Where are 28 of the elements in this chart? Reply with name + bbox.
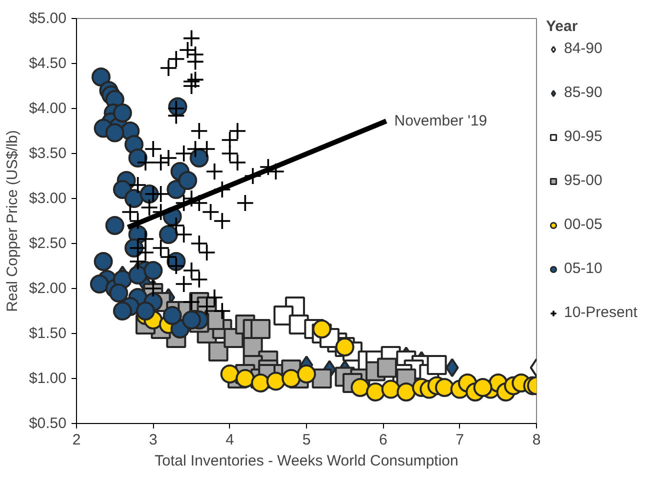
x-tick-label: 5 (302, 432, 311, 448)
y-tick-label: $2.50 (28, 235, 67, 252)
legend-label: 95-00 (564, 172, 604, 189)
y-tick-label: $0.50 (28, 415, 67, 432)
legend-label: 05-10 (564, 260, 604, 277)
y-tick-label: $1.00 (28, 370, 67, 387)
x-tick-label: 2 (72, 432, 81, 448)
annotation: November '19 (394, 112, 488, 130)
y-tick-label: $1.50 (28, 325, 67, 342)
legend-label: 85-90 (564, 84, 604, 101)
legend-label: 10-Present (564, 304, 638, 321)
y-tick-label: $4.50 (28, 55, 67, 72)
y-tick-label: $3.50 (28, 145, 67, 162)
x-tick-label: 3 (148, 432, 158, 448)
y-tick-label: $4.00 (28, 100, 67, 117)
x-tick-label: 7 (456, 432, 464, 448)
x-tick-label: 6 (378, 432, 388, 448)
x-axis-title: Total Inventories - Weeks World Consumption (154, 452, 458, 470)
legend-title: Year (546, 18, 579, 35)
y-tick-label: $5.00 (28, 10, 67, 27)
legend-label: 00-05 (564, 216, 604, 233)
x-tick-label: 4 (226, 432, 234, 448)
y-tick-label: $2.00 (28, 280, 67, 297)
y-axis-title: Real Copper Price (US$/lb) (4, 130, 21, 312)
y-tick-label: $3.00 (28, 190, 67, 207)
legend-label: 90-95 (564, 128, 604, 145)
x-tick-label: 8 (532, 432, 541, 448)
legend-label: 84-90 (564, 40, 604, 57)
